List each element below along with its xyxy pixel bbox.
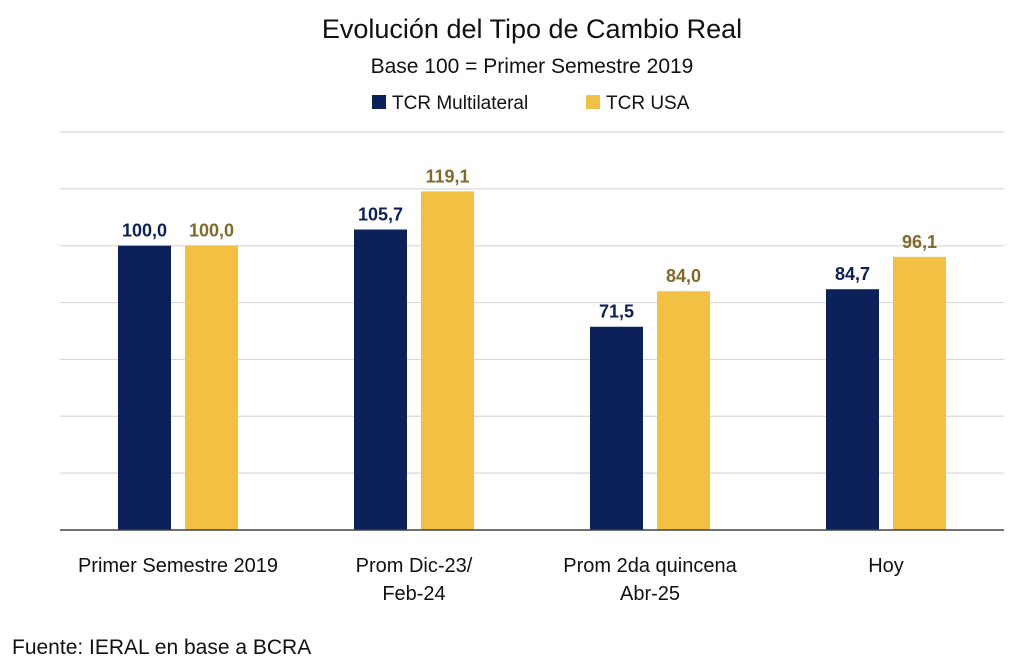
category-label: Hoy <box>868 555 904 577</box>
data-label: 100,0 <box>122 221 167 241</box>
legend-label: TCR Multilateral <box>392 93 528 114</box>
category-label: Prom 2da quincena <box>563 555 737 577</box>
bar <box>118 245 171 530</box>
data-label: 71,5 <box>599 302 634 322</box>
bar <box>421 191 474 530</box>
legend: TCR Multilateral TCR USA <box>372 93 690 114</box>
bar <box>590 326 643 530</box>
category-labels: Primer Semestre 2019 Prom Dic-23/Feb-24 Pr… <box>78 555 904 605</box>
bar <box>893 256 946 530</box>
source-note: Fuente: IERAL en base a BCRA <box>12 636 312 659</box>
category-label: Abr-25 <box>620 583 680 605</box>
category-label: Prom Dic-23/ <box>356 555 473 577</box>
legend-item: TCR Multilateral <box>372 93 528 114</box>
data-label: 100,0 <box>189 221 234 241</box>
legend-label: TCR USA <box>606 93 690 114</box>
data-label: 105,7 <box>358 205 403 225</box>
data-label: 119,1 <box>425 166 469 186</box>
data-label: 96,1 <box>902 232 937 252</box>
value-labels: 100,0 100,0 105,7 119,1 71,5 84,0 84,7 96,1 <box>122 166 937 321</box>
bars <box>118 191 946 530</box>
category-label: Primer Semestre 2019 <box>78 555 278 577</box>
category-label: Feb-24 <box>382 583 445 605</box>
legend-item: TCR USA <box>586 93 690 114</box>
bar <box>354 229 407 530</box>
chart-subtitle: Base 100 = Primer Semestre 2019 <box>371 55 694 78</box>
bar <box>657 291 710 530</box>
data-label: 84,0 <box>666 266 701 286</box>
legend-swatch <box>586 95 600 109</box>
legend-swatch <box>372 95 386 109</box>
data-label: 84,7 <box>835 264 870 284</box>
bar <box>826 289 879 530</box>
chart-title: Evolución del Tipo de Cambio Real <box>322 14 742 44</box>
bar <box>185 245 238 530</box>
